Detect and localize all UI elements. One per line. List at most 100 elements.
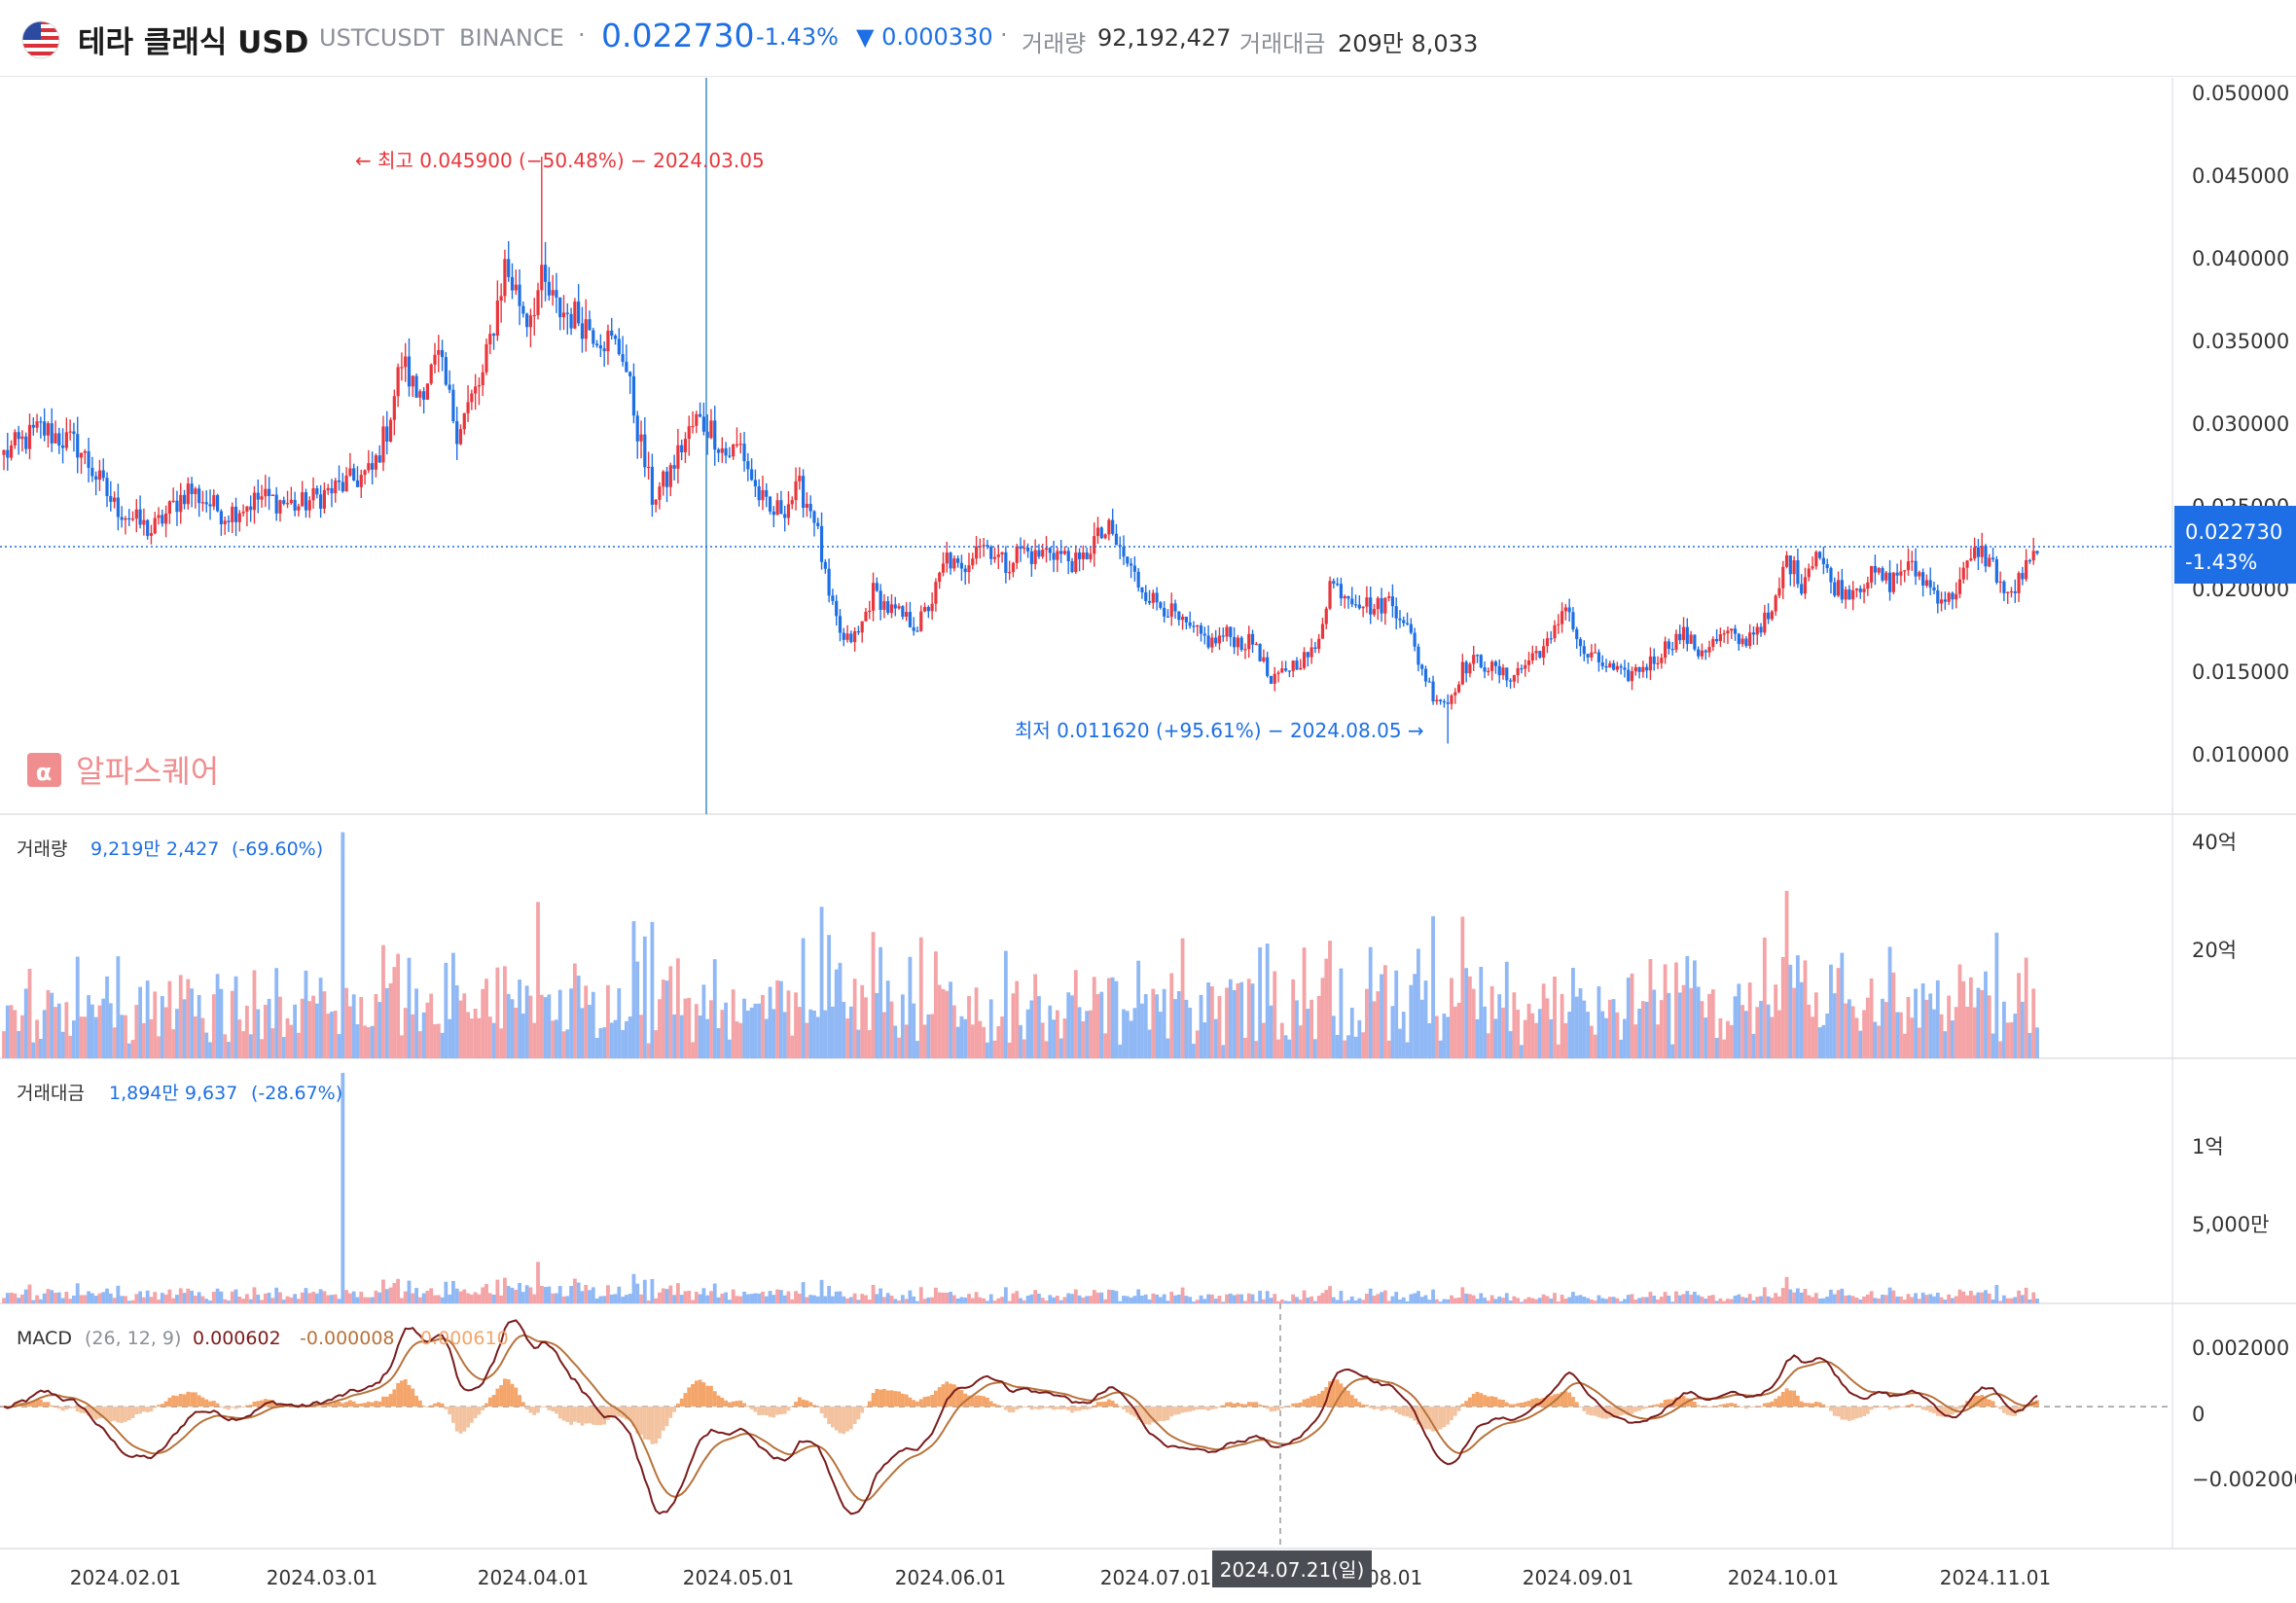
candle-body[interactable] [1829,567,1833,583]
candle-body[interactable] [1199,624,1203,634]
candle-body[interactable] [1254,643,1258,646]
amount-bar[interactable] [425,1290,430,1303]
amount-bar[interactable] [1803,1289,1808,1303]
volume-bar[interactable] [1811,1016,1814,1058]
volume-bar[interactable] [963,1018,968,1058]
candle-body[interactable] [1906,561,1911,571]
amount-bar[interactable] [1718,1298,1723,1303]
amount-bar[interactable] [1943,1300,1948,1303]
volume-bar[interactable] [429,993,434,1058]
candle-body[interactable] [1563,607,1567,612]
amount-bar[interactable] [1501,1298,1505,1303]
candle-body[interactable] [2017,573,2021,593]
volume-bar[interactable] [1283,1035,1288,1058]
volume-bar[interactable] [1858,1030,1863,1058]
amount-bar[interactable] [594,1298,599,1303]
candle-body[interactable] [293,499,297,511]
candle-body[interactable] [227,520,231,522]
volume-bar[interactable] [1928,993,1933,1058]
amount-bar[interactable] [606,1285,610,1303]
candle-body[interactable] [1210,637,1214,648]
volume-bar[interactable] [1656,1024,1660,1058]
volume-bar[interactable] [1114,980,1119,1058]
amount-bar[interactable] [124,1296,127,1303]
candle-body[interactable] [352,468,356,481]
candle-body[interactable] [783,514,787,518]
volume-bar[interactable] [300,998,305,1058]
volume-bar[interactable] [307,1001,312,1058]
amount-bar[interactable] [1659,1297,1664,1303]
volume-bar[interactable] [1994,932,1999,1058]
candle-body[interactable] [1085,552,1089,559]
candle-body[interactable] [381,426,385,463]
candle-body[interactable] [1266,657,1270,676]
volume-bar[interactable] [1751,1033,1756,1058]
amount-bar[interactable] [1118,1300,1123,1303]
volume-bar[interactable] [569,988,573,1058]
volume-bar[interactable] [1957,964,1962,1058]
candle-body[interactable] [1453,692,1457,695]
amount-bar[interactable] [1987,1293,1991,1303]
candle-body[interactable] [1059,551,1063,554]
candle-body[interactable] [1807,568,1811,578]
candle-body[interactable] [1147,600,1152,603]
amount-bar[interactable] [1162,1294,1166,1303]
amount-bar[interactable] [1483,1298,1487,1303]
candle-body[interactable] [1947,592,1951,602]
volume-bar[interactable] [1279,1022,1284,1058]
volume-bar[interactable] [1677,992,1682,1058]
amount-bar[interactable] [1670,1301,1675,1303]
candle-body[interactable] [1390,596,1395,607]
amount-bar[interactable] [278,1292,282,1303]
volume-bar[interactable] [735,1021,739,1058]
amount-bar[interactable] [1770,1298,1775,1303]
candle-body[interactable] [658,486,662,500]
candle-body[interactable] [798,476,802,481]
volume-bar[interactable] [561,1031,566,1058]
candle-body[interactable] [1250,633,1255,645]
amount-bar[interactable] [1291,1294,1296,1303]
volume-bar[interactable] [414,988,418,1058]
volume-bar[interactable] [1700,1001,1704,1058]
volume-bar[interactable] [112,1027,117,1058]
candle-body[interactable] [392,396,396,420]
volume-bar[interactable] [701,984,706,1058]
amount-bar[interactable] [1103,1299,1107,1303]
candle-body[interactable] [1667,641,1670,650]
volume-bar[interactable] [381,944,385,1058]
candle-body[interactable] [1965,560,1969,568]
volume-bar[interactable] [1483,1006,1487,1058]
candle-body[interactable] [1600,661,1604,666]
candle-body[interactable] [986,545,989,548]
amount-bar[interactable] [1762,1287,1767,1303]
candle-body[interactable] [1163,607,1166,617]
volume-bar[interactable] [838,962,843,1058]
candle-body[interactable] [558,297,562,318]
candle-body[interactable] [171,500,175,502]
amount-bar[interactable] [1232,1295,1237,1303]
amount-bar[interactable] [974,1292,979,1303]
amount-bar[interactable] [267,1292,271,1303]
candle-body[interactable] [982,545,986,547]
volume-bar[interactable] [1951,1020,1955,1058]
volume-bar[interactable] [1011,993,1016,1058]
candle-body[interactable] [687,426,691,440]
candle-body[interactable] [440,349,445,358]
volume-bar[interactable] [1704,1017,1708,1058]
amount-bar[interactable] [2031,1292,2036,1303]
volume-bar[interactable] [565,1029,570,1058]
amount-bar[interactable] [1865,1294,1870,1303]
candle-body[interactable] [569,313,573,329]
volume-bar[interactable] [363,1025,367,1058]
amount-bar[interactable] [1899,1296,1903,1303]
volume-bar[interactable] [1368,946,1373,1058]
volume-bar[interactable] [1431,915,1435,1058]
volume-bar[interactable] [366,1026,371,1058]
candle-body[interactable] [1025,548,1030,552]
volume-bar[interactable] [628,1016,632,1058]
amount-bar[interactable] [1939,1297,1944,1303]
amount-bar[interactable] [314,1293,319,1303]
volume-bar[interactable] [1604,1017,1608,1058]
amount-bar[interactable] [93,1296,98,1303]
amount-bar[interactable] [141,1297,146,1303]
